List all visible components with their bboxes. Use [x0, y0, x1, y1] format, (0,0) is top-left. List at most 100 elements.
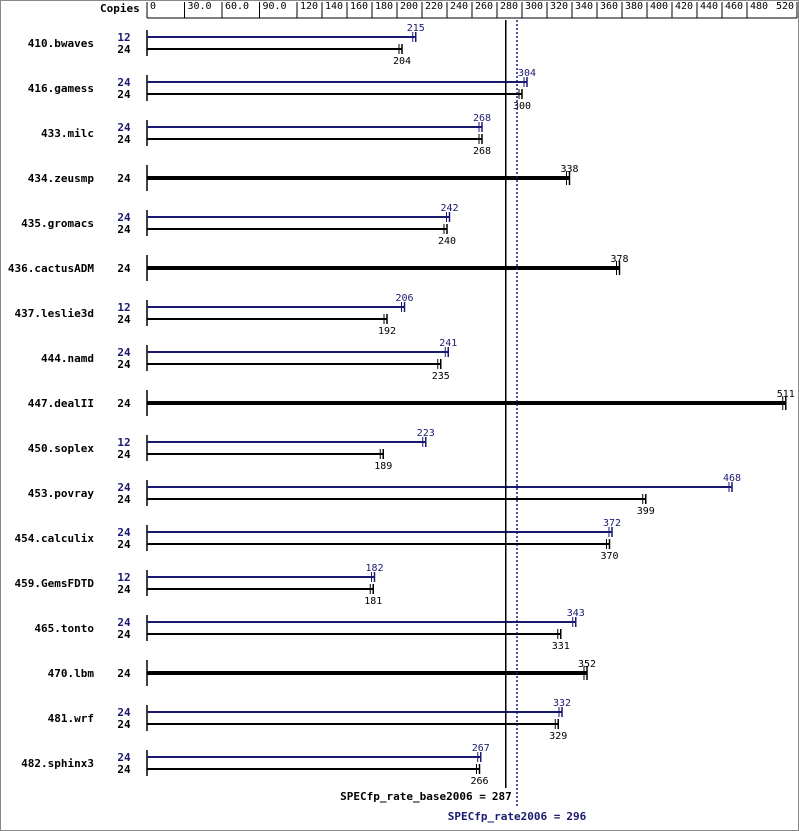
x-tick-label: 200	[400, 1, 418, 12]
reference-label: SPECfp_rate_base2006 = 287	[340, 790, 512, 803]
copies: 24	[117, 397, 131, 410]
x-tick-label: 460	[725, 1, 743, 12]
copies: 24	[117, 262, 131, 275]
value-label: 215	[407, 23, 425, 34]
value-label: 511	[777, 389, 795, 400]
copies: 24	[117, 358, 131, 371]
x-tick-label: 300	[525, 1, 543, 12]
value-label: 352	[578, 659, 596, 670]
x-tick-label: 260	[475, 1, 493, 12]
x-tick-label: 360	[600, 1, 618, 12]
value-label: 206	[395, 293, 413, 304]
copies: 24	[117, 481, 131, 494]
value-label: 399	[637, 506, 655, 517]
x-tick-label: 90.0	[263, 1, 287, 12]
x-tick-label: 140	[325, 1, 343, 12]
benchmark-name: 444.namd	[41, 352, 94, 365]
copies: 24	[117, 538, 131, 551]
copies: 24	[117, 526, 131, 539]
copies: 12	[117, 31, 130, 44]
x-tick-label: 220	[425, 1, 443, 12]
x-tick-label: 440	[700, 1, 718, 12]
copies: 24	[117, 751, 131, 764]
x-tick-label: 180	[375, 1, 393, 12]
value-label: 192	[378, 326, 396, 337]
copies: 24	[117, 493, 131, 506]
copies: 24	[117, 628, 131, 641]
value-label: 372	[603, 518, 621, 529]
x-tick-label: 380	[625, 1, 643, 12]
copies: 24	[117, 718, 131, 731]
copies: 12	[117, 301, 130, 314]
copies: 24	[117, 706, 131, 719]
value-label: 268	[473, 146, 491, 157]
value-label: 235	[432, 371, 450, 382]
copies: 24	[117, 43, 131, 56]
value-label: 332	[553, 698, 571, 709]
value-label: 268	[473, 113, 491, 124]
x-tick-label: 120	[300, 1, 318, 12]
copies: 24	[117, 223, 131, 236]
value-label: 240	[438, 236, 456, 247]
reference-value: 296	[566, 810, 586, 823]
x-tick-label: 400	[650, 1, 668, 12]
reference-label: SPECfp_rate2006 = 296	[448, 810, 587, 823]
copies: 24	[117, 448, 131, 461]
copies: 24	[117, 76, 131, 89]
value-label: 331	[552, 641, 570, 652]
value-label: 182	[365, 563, 383, 574]
x-tick-label: 30.0	[188, 1, 212, 12]
x-tick-label: 160	[350, 1, 368, 12]
copies: 24	[117, 121, 131, 134]
value-label: 266	[470, 776, 488, 787]
benchmark-name: 436.cactusADM	[8, 262, 94, 275]
benchmark-name: 453.povray	[28, 487, 95, 500]
value-label: 304	[518, 68, 536, 79]
reference-name: SPECfp_rate_base2006 =	[340, 790, 486, 803]
x-tick-label: 240	[450, 1, 468, 12]
value-label: 223	[417, 428, 435, 439]
benchmark-name: 416.gamess	[28, 82, 94, 95]
value-label: 370	[600, 551, 618, 562]
reference-name: SPECfp_rate2006 =	[448, 810, 561, 823]
copies: 12	[117, 436, 130, 449]
x-tick-label: 480	[750, 1, 768, 12]
value-label: 189	[374, 461, 392, 472]
benchmark-name: 465.tonto	[34, 622, 94, 635]
x-tick-label: 320	[550, 1, 568, 12]
x-tick-label: 0	[150, 1, 156, 12]
benchmark-name: 470.lbm	[48, 667, 95, 680]
benchmark-name: 437.leslie3d	[15, 307, 94, 320]
value-label: 468	[723, 473, 741, 484]
x-tick-label: 340	[575, 1, 593, 12]
value-label: 181	[364, 596, 382, 607]
copies: 24	[117, 346, 131, 359]
value-label: 267	[472, 743, 490, 754]
value-label: 329	[549, 731, 567, 742]
benchmark-name: 433.milc	[41, 127, 94, 140]
benchmark-name: 454.calculix	[15, 532, 95, 545]
x-tick-label: 280	[500, 1, 518, 12]
benchmark-name: 447.dealII	[28, 397, 94, 410]
copies: 24	[117, 583, 131, 596]
reference-value: 287	[492, 790, 512, 803]
copies: 24	[117, 313, 131, 326]
value-label: 378	[610, 254, 628, 265]
copies: 24	[117, 88, 131, 101]
benchmark-name: 434.zeusmp	[28, 172, 95, 185]
copies: 24	[117, 616, 131, 629]
benchmark-name: 410.bwaves	[28, 37, 94, 50]
value-label: 241	[439, 338, 457, 349]
benchmark-name: 481.wrf	[48, 712, 94, 725]
value-label: 300	[513, 101, 531, 112]
benchmark-name: 482.sphinx3	[21, 757, 94, 770]
copies: 12	[117, 571, 130, 584]
copies: 24	[117, 133, 131, 146]
benchmark-name: 435.gromacs	[21, 217, 94, 230]
x-tick-label: 520	[776, 1, 794, 12]
value-label: 338	[560, 164, 578, 175]
value-label: 343	[567, 608, 585, 619]
value-label: 204	[393, 56, 411, 67]
copies: 24	[117, 667, 131, 680]
